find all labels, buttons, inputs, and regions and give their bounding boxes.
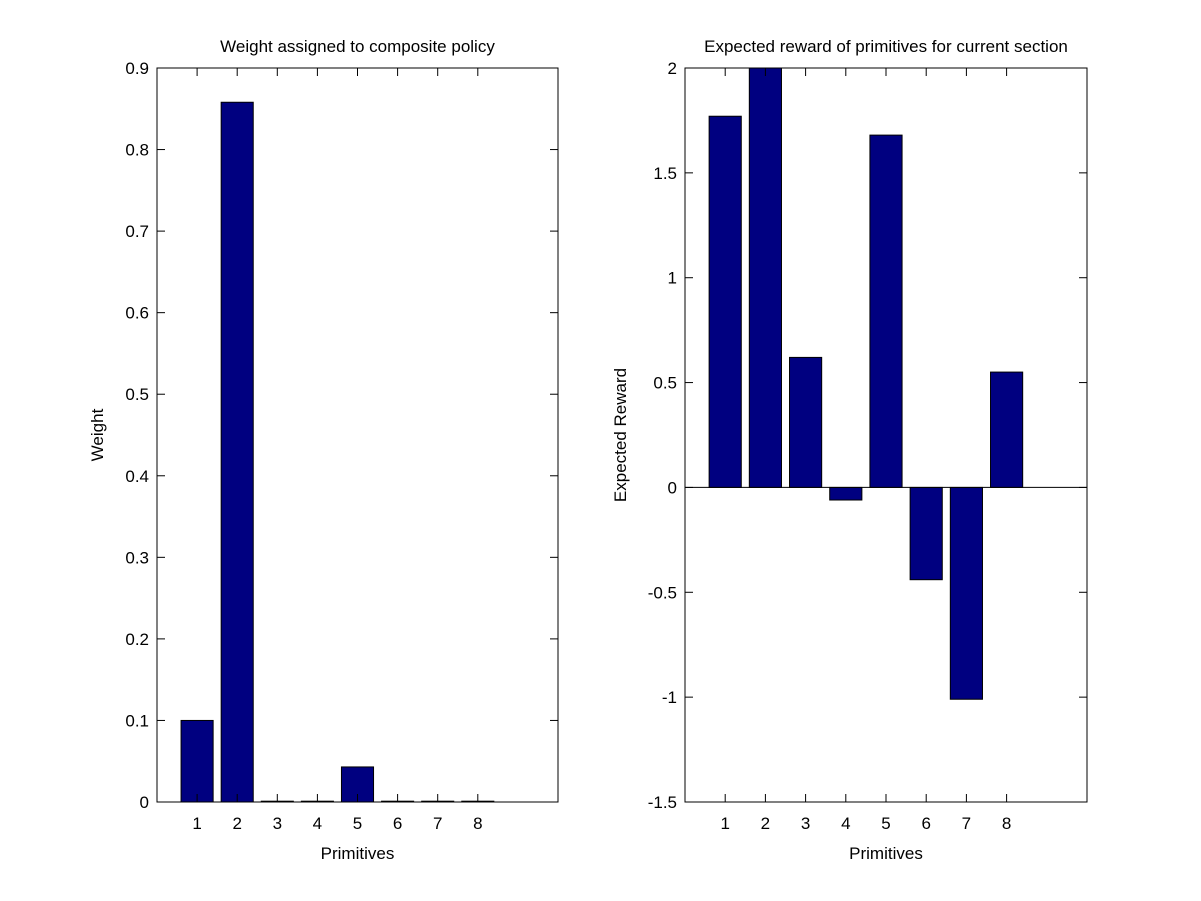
- y-tick-label: 0.8: [125, 141, 149, 160]
- y-tick-label: -1: [662, 688, 677, 707]
- x-axis-label: Primitives: [321, 844, 395, 863]
- x-tick-label: 3: [273, 814, 282, 833]
- bar-1-2: [220, 101, 254, 803]
- y-tick-label: 0.5: [125, 385, 149, 404]
- x-tick-label: 2: [761, 814, 770, 833]
- bar-2-2: [748, 67, 782, 488]
- axes-box: [156, 67, 559, 803]
- y-axis-label: Weight: [88, 408, 107, 461]
- bar-2-1: [708, 115, 742, 488]
- y-tick-label: 1.5: [653, 164, 677, 183]
- y-tick-label: 1: [668, 269, 677, 288]
- y-tick-label: -0.5: [648, 583, 677, 602]
- bar-1-1: [180, 719, 214, 803]
- y-tick-label: 0.4: [125, 467, 149, 486]
- chart-title: Expected reward of primitives for curren…: [704, 37, 1068, 56]
- bar-2-7: [949, 486, 983, 700]
- y-tick-label: 0.9: [125, 59, 149, 78]
- x-tick-label: 4: [841, 814, 850, 833]
- y-tick-label: 0.3: [125, 548, 149, 567]
- x-tick-label: 6: [393, 814, 402, 833]
- x-tick-label: 5: [353, 814, 362, 833]
- x-tick-label: 7: [962, 814, 971, 833]
- y-tick-label: 0.1: [125, 711, 149, 730]
- bar-2-4: [829, 486, 863, 501]
- x-tick-label: 8: [473, 814, 482, 833]
- x-tick-label: 5: [881, 814, 890, 833]
- x-tick-label: 4: [313, 814, 322, 833]
- x-tick-label: 3: [801, 814, 810, 833]
- y-axis-label: Expected Reward: [611, 368, 630, 502]
- chart-panel-1: 0 0.1 0.2 0.3 0.4 0.5 0.6 0.7 0.8 0.9 1 2 3 4 5 6 7 8 Weig…: [88, 37, 559, 863]
- x-tick-label: 1: [192, 814, 201, 833]
- bar-2-8: [990, 371, 1024, 488]
- x-axis-label: Primitives: [849, 844, 923, 863]
- y-tick-label: 0: [140, 793, 149, 812]
- bar-2-5: [869, 134, 903, 488]
- y-tick-label: 0.5: [653, 374, 677, 393]
- x-tick-label: 7: [433, 814, 442, 833]
- chart-panel-2: -1.5 -1 -0.5 0 0.5 1 1.5 2 1 2 3 4 5 6 7 8 Expected rewa…: [611, 37, 1088, 863]
- chart-title: Weight assigned to composite policy: [220, 37, 495, 56]
- x-tick-label: 2: [232, 814, 241, 833]
- bar-2-3: [789, 356, 823, 488]
- y-tick-label: 0.2: [125, 630, 149, 649]
- x-tick-label: 6: [921, 814, 930, 833]
- y-tick-label: -1.5: [648, 793, 677, 812]
- bar-2-6: [909, 486, 943, 581]
- y-tick-label: 0: [668, 478, 677, 497]
- x-tick-label: 1: [720, 814, 729, 833]
- x-tick-label: 8: [1002, 814, 1011, 833]
- y-tick-label: 2: [668, 59, 677, 78]
- y-tick-label: 0.7: [125, 222, 149, 241]
- y-tick-label: 0.6: [125, 304, 149, 323]
